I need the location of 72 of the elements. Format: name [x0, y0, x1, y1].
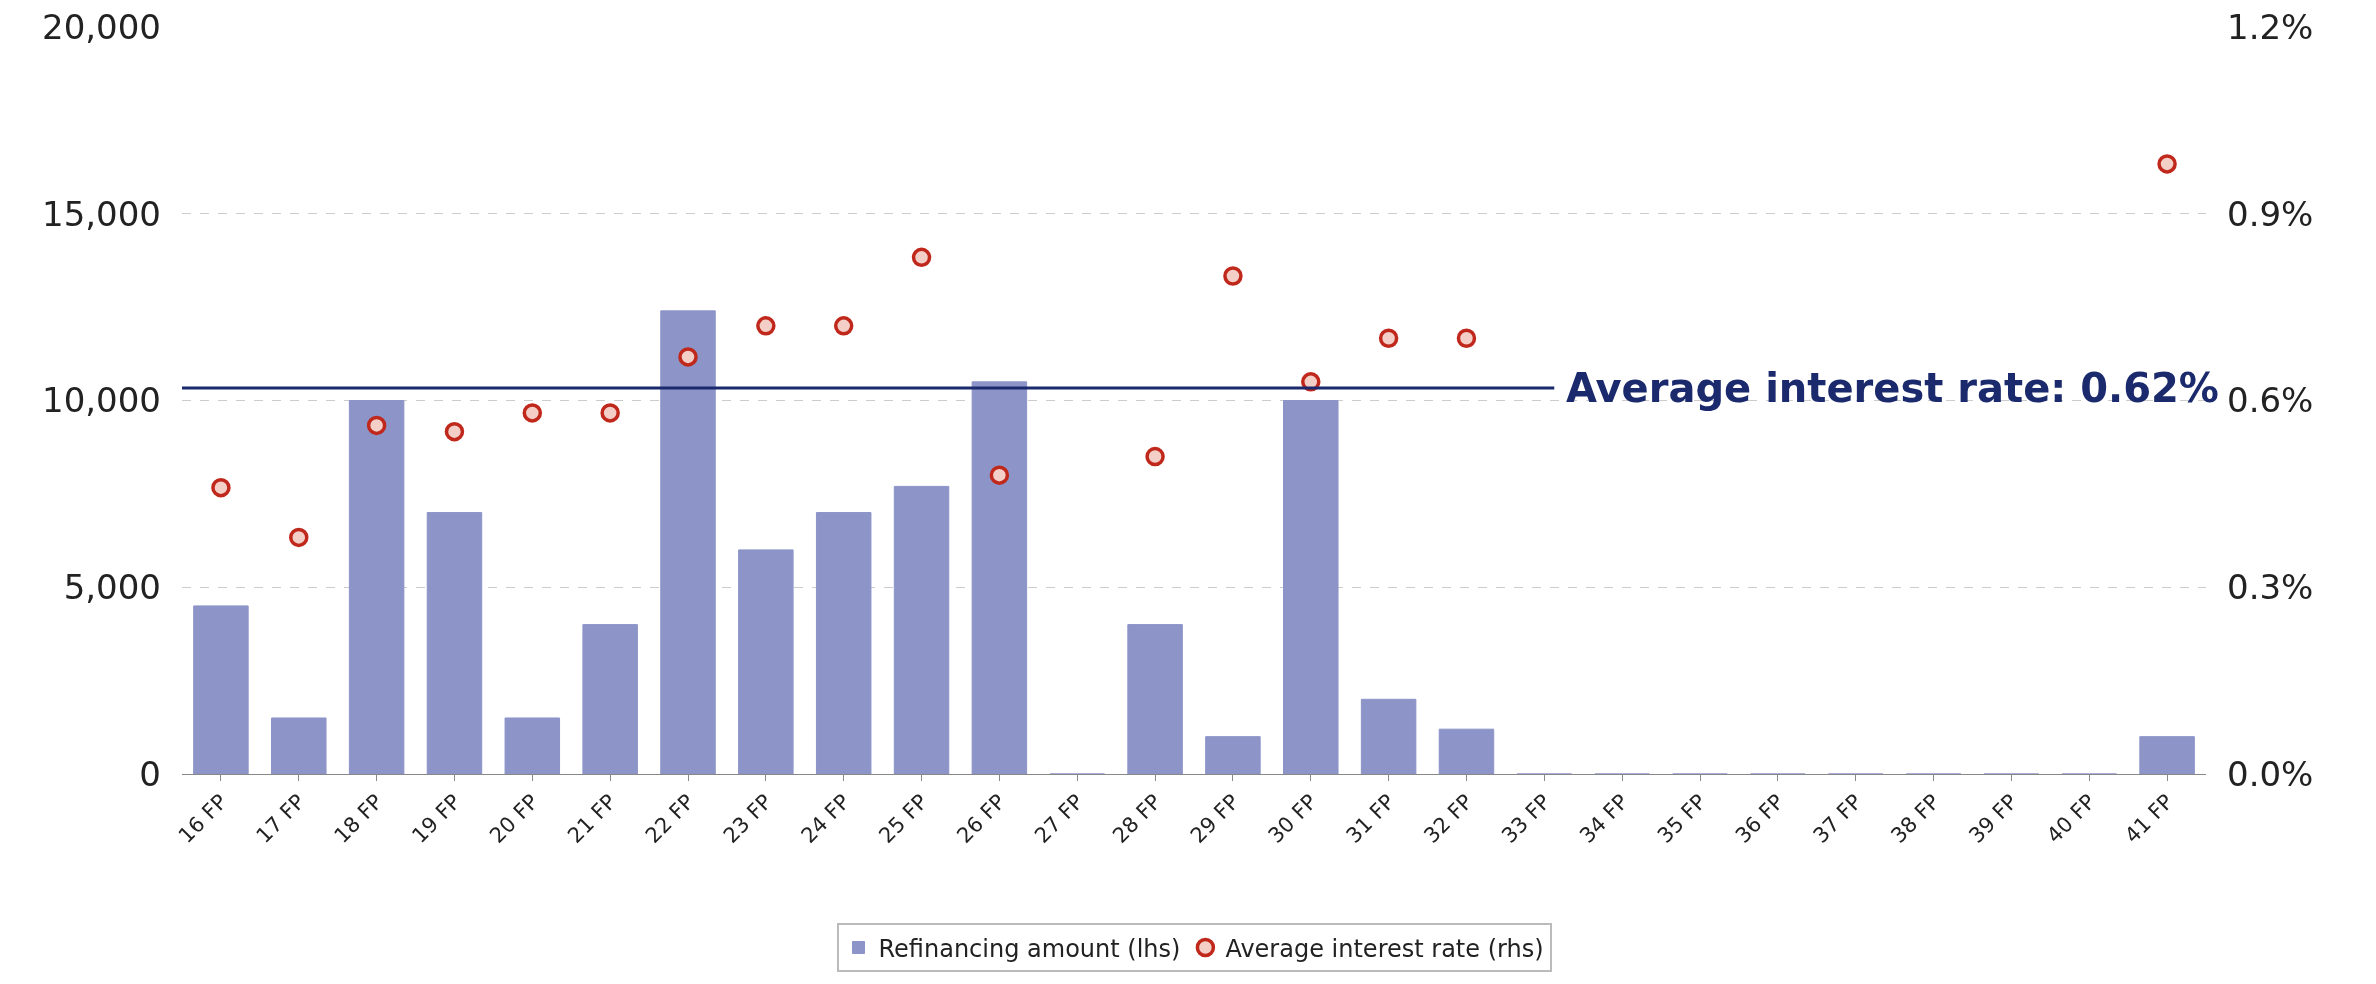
x-tick-label: 29 FP: [1185, 789, 1244, 848]
x-tick-label: 41 FP: [2119, 789, 2179, 848]
point: [2157, 154, 2177, 174]
bar: [815, 512, 872, 774]
point: [522, 403, 543, 423]
x-tick-label: 30 FP: [1263, 789, 1322, 848]
x-tick-label: 36 FP: [1730, 789, 1789, 848]
x-tick-label: 40 FP: [2042, 789, 2101, 848]
y2-tick-label: 0.0%: [2227, 753, 2314, 794]
legend-label: Refinancing amount (lhs): [878, 934, 1181, 963]
bar: [348, 400, 405, 774]
ref-line-label: Average interest rate: 0.62%: [1566, 365, 2219, 411]
y-tick-label: 15,000: [42, 193, 161, 234]
bar: [426, 512, 483, 774]
bar: [193, 605, 249, 774]
bar: [971, 381, 1028, 774]
bar: [1283, 400, 1339, 774]
x-tick-label: 35 FP: [1652, 789, 1711, 848]
bar: [1205, 736, 1261, 774]
point: [289, 527, 309, 548]
y-tick-label: 20,000: [42, 6, 161, 47]
x-tick-label: 16 FP: [173, 789, 232, 848]
bar: [582, 624, 638, 774]
y2-tick-label: 1.2%: [2227, 6, 2314, 47]
y-tick-label: 0: [139, 753, 161, 794]
point: [366, 415, 387, 436]
point: [833, 316, 854, 336]
x-tick-label: 31 FP: [1341, 789, 1400, 848]
point: [989, 465, 1010, 485]
x-tick-label: 23 FP: [718, 789, 777, 848]
bar: [893, 485, 950, 774]
bar: [1360, 698, 1417, 774]
bar: [1438, 728, 1495, 774]
legend-label: Average interest rate (rhs): [1225, 934, 1544, 963]
x-tick-label: 32 FP: [1419, 789, 1478, 848]
y-tick-label: 10,000: [42, 380, 161, 421]
point: [678, 347, 698, 367]
bar: [271, 717, 327, 774]
bar: [738, 549, 794, 774]
bar: [660, 310, 716, 774]
x-tick-label: 33 FP: [1497, 789, 1556, 848]
point: [756, 316, 776, 336]
point: [1456, 328, 1477, 348]
x-tick-label: 20 FP: [485, 789, 544, 848]
x-tick-label: 34 FP: [1575, 789, 1634, 848]
x-tick-label: 26 FP: [952, 789, 1011, 848]
bar: [2139, 736, 2195, 774]
x-tick-label: 18 FP: [329, 789, 388, 848]
y-tick-label: 5,000: [63, 567, 161, 608]
x-tick-label: 25 FP: [874, 789, 933, 848]
point: [211, 477, 231, 498]
x-tick-label: 17 FP: [251, 789, 310, 848]
x-tick-label: 28 FP: [1107, 789, 1167, 848]
x-tick-label: 22 FP: [640, 789, 699, 848]
point: [911, 247, 932, 268]
point: [1223, 266, 1243, 286]
x-tick-label: 19 FP: [407, 789, 466, 848]
y2-tick-label: 0.3%: [2227, 567, 2314, 608]
point: [1378, 328, 1399, 348]
y2-tick-label: 0.6%: [2227, 380, 2314, 421]
x-tick-label: 21 FP: [563, 789, 622, 848]
bar: [1127, 624, 1183, 774]
point: [600, 403, 620, 423]
x-tick-label: 37 FP: [1808, 789, 1867, 848]
bar: [504, 717, 561, 774]
x-tick-label: 38 FP: [1886, 789, 1945, 848]
point: [444, 421, 465, 442]
point: [1145, 446, 1165, 467]
x-tick-label: 39 FP: [1964, 789, 2023, 848]
x-tick-label: 24 FP: [796, 789, 855, 848]
x-tick-label: 27 FP: [1030, 789, 1089, 848]
y2-tick-label: 0.9%: [2227, 193, 2314, 234]
